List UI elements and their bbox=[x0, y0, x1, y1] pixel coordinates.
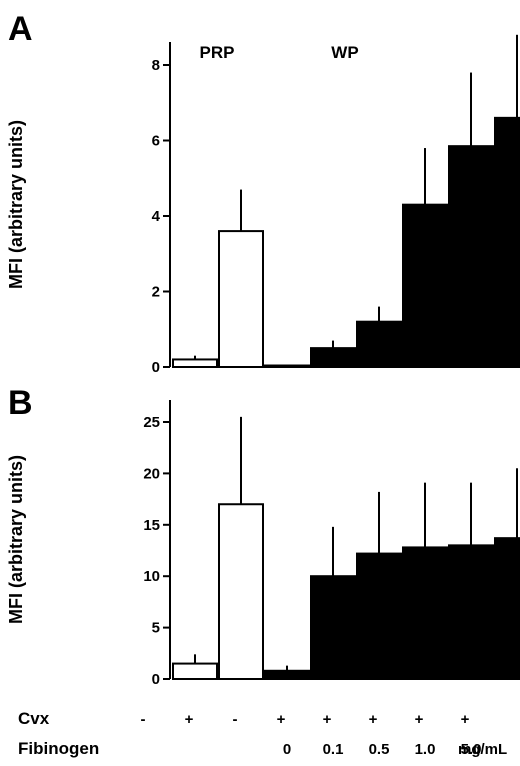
bar bbox=[448, 145, 494, 368]
cvx-cell: + bbox=[461, 711, 470, 728]
bar bbox=[310, 575, 356, 681]
bar bbox=[264, 669, 310, 681]
y-tick-label: 10 bbox=[143, 568, 160, 585]
y-tick-label: 0 bbox=[152, 671, 160, 688]
y-tick-label: 20 bbox=[143, 465, 160, 482]
group-label-wp: WP bbox=[331, 43, 358, 62]
cvx-cell: + bbox=[323, 711, 332, 728]
fibrinogen-cell: 1.0 bbox=[415, 741, 436, 758]
panel-letter-a: A bbox=[8, 10, 33, 48]
bar bbox=[218, 230, 264, 368]
bar bbox=[402, 203, 448, 368]
bar bbox=[264, 364, 310, 368]
y-axis-label: MFI (arbitrary units) bbox=[6, 455, 26, 624]
bar bbox=[494, 537, 520, 680]
y-tick-label: 6 bbox=[152, 133, 160, 150]
bar bbox=[310, 347, 356, 368]
fibrinogen-cell: 0.1 bbox=[323, 741, 344, 758]
bar bbox=[172, 358, 218, 369]
cvx-cell: - bbox=[233, 711, 238, 728]
cvx-cell: + bbox=[277, 711, 286, 728]
conditions-table: Cvx Fibinogen - + - + + + + +0 0.1 0.5 1.0 5.0mg/mL bbox=[18, 709, 507, 758]
fibrinogen-row-label: Fibinogen bbox=[18, 739, 99, 758]
bar bbox=[356, 320, 402, 369]
y-tick-label: 4 bbox=[152, 208, 161, 225]
cvx-cell: + bbox=[185, 711, 194, 728]
panel-a: A 0 2 4 6 8 MFI (arbitrary units) PRP WP bbox=[6, 10, 520, 376]
cvx-row-label: Cvx bbox=[18, 709, 50, 728]
cvx-cell: - bbox=[141, 711, 146, 728]
y-tick-label: 15 bbox=[143, 517, 160, 534]
y-tick-label: 5 bbox=[152, 620, 160, 637]
y-tick-label: 25 bbox=[143, 414, 160, 431]
y-tick-label: 0 bbox=[152, 359, 160, 376]
panel-letter-b: B bbox=[8, 384, 33, 422]
bar bbox=[448, 544, 494, 680]
bar bbox=[356, 552, 402, 680]
cvx-cell: + bbox=[415, 711, 424, 728]
fibrinogen-cell: 0 bbox=[283, 741, 291, 758]
group-label-prp: PRP bbox=[200, 43, 235, 62]
y-axis-label: MFI (arbitrary units) bbox=[6, 120, 26, 289]
fibrinogen-cell: 0.5 bbox=[369, 741, 390, 758]
bar bbox=[494, 116, 520, 368]
fibrinogen-cell: 5.0 bbox=[461, 741, 482, 758]
bar bbox=[402, 546, 448, 681]
cvx-cell: + bbox=[369, 711, 378, 728]
y-tick-label: 8 bbox=[152, 57, 160, 74]
panel-b: B 0 5 10 15 20 25 MFI (arbitrary units) bbox=[6, 384, 520, 688]
fibrinogen-unit: mg/mL bbox=[458, 741, 507, 758]
bar bbox=[172, 662, 218, 681]
y-tick-label: 2 bbox=[152, 284, 160, 301]
bar bbox=[218, 503, 264, 680]
